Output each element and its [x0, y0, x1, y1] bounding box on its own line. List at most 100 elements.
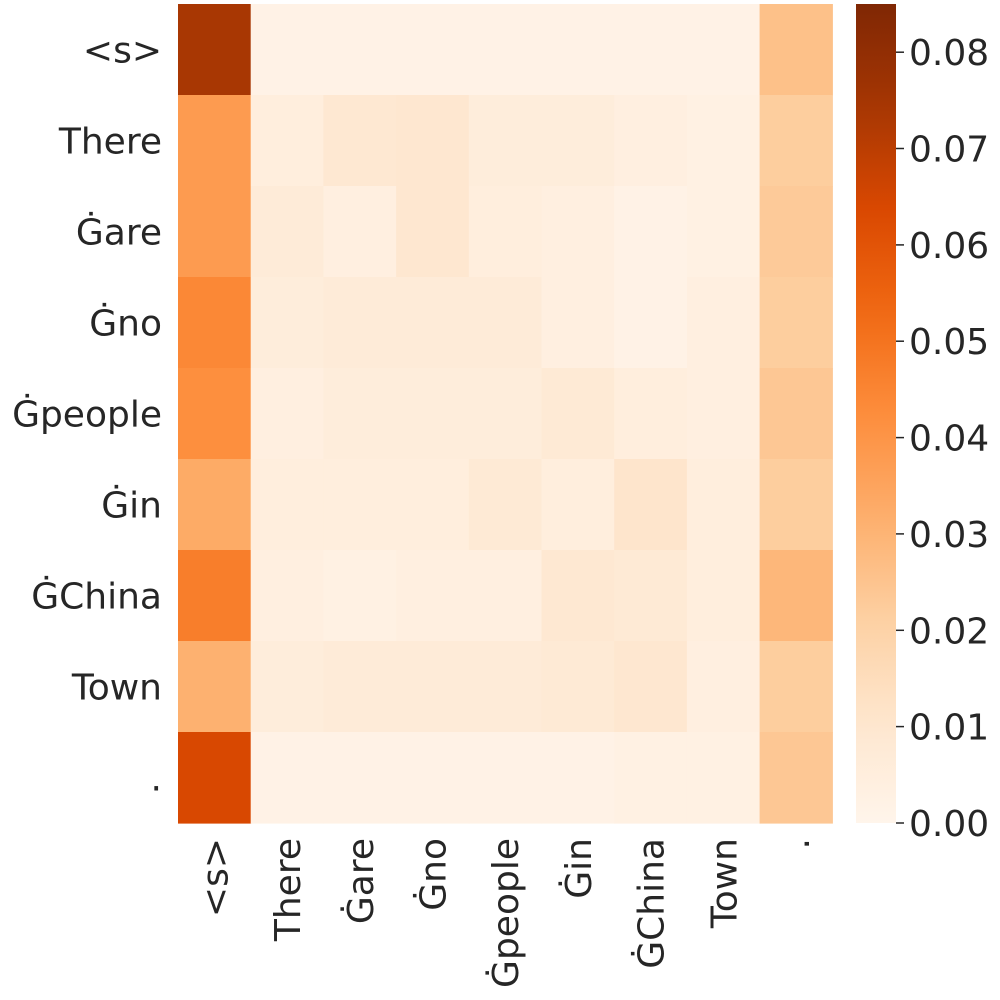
- heatmap-cell: [759, 277, 833, 369]
- heatmap-cell: [396, 95, 470, 187]
- colorbar-gradient: [856, 4, 896, 823]
- heatmap-cell: [686, 4, 761, 96]
- heatmap-cell: [468, 732, 543, 824]
- heatmap-cell: [686, 459, 761, 551]
- x-tick-label: <s>: [195, 838, 236, 917]
- heatmap-cell: [396, 186, 470, 278]
- heatmap-cell: [178, 186, 252, 278]
- heatmap-cell: [178, 4, 252, 96]
- y-tick-label: There: [58, 122, 162, 163]
- x-tick-label: There: [268, 838, 309, 942]
- colorbar-tick-label: 0.01: [909, 708, 989, 749]
- heatmap-cell: [759, 186, 833, 278]
- heatmap-cells: [178, 4, 833, 824]
- heatmap-cell: [614, 459, 688, 551]
- heatmap-cell: [686, 641, 761, 733]
- heatmap-cell: [323, 95, 397, 187]
- heatmap-cell: [178, 368, 252, 460]
- heatmap-cell: [323, 368, 397, 460]
- heatmap-cell: [323, 186, 397, 278]
- heatmap-cell: [250, 732, 324, 824]
- heatmap-cell: [396, 368, 470, 460]
- heatmap-cell: [178, 277, 252, 369]
- heatmap-cell: [468, 459, 543, 551]
- heatmap-cell: [759, 641, 833, 733]
- heatmap-cell: [250, 4, 324, 96]
- y-tick-label: ĠChina: [31, 576, 162, 618]
- heatmap-cell: [759, 550, 833, 642]
- heatmap-cell: [468, 641, 543, 733]
- heatmap-cell: [468, 186, 543, 278]
- heatmap-cell: [541, 732, 615, 824]
- heatmap-cell: [614, 95, 688, 187]
- heatmap-cell: [178, 641, 252, 733]
- y-tick-label: Ġpeople: [12, 394, 162, 436]
- colorbar-tick-label: 0.00: [909, 804, 989, 845]
- colorbar-tick-label: 0.08: [909, 33, 989, 74]
- heatmap-cell: [759, 459, 833, 551]
- heatmap-cell: [323, 277, 397, 369]
- x-tick-label: Ġin: [558, 838, 600, 899]
- heatmap-cell: [541, 186, 615, 278]
- heatmap-cell: [396, 459, 470, 551]
- heatmap-cell: [541, 4, 615, 96]
- heatmap-cell: [178, 459, 252, 551]
- heatmap-cell: [323, 459, 397, 551]
- heatmap-cell: [250, 95, 324, 187]
- heatmap-cell: [541, 277, 615, 369]
- x-tick-label: Ġno: [413, 838, 455, 911]
- heatmap-cell: [250, 368, 324, 460]
- heatmap-cell: [686, 550, 761, 642]
- heatmap-cell: [396, 550, 470, 642]
- heatmap-cell: [250, 459, 324, 551]
- heatmap-cell: [614, 368, 688, 460]
- heatmap-cell: [759, 368, 833, 460]
- heatmap-cell: [686, 186, 761, 278]
- heatmap-cell: [686, 277, 761, 369]
- colorbar-tick-label: 0.04: [909, 419, 989, 460]
- heatmap-cell: [614, 277, 688, 369]
- heatmap-cell: [178, 550, 252, 642]
- heatmap-cell: [541, 459, 615, 551]
- heatmap-cell: [541, 95, 615, 187]
- x-tick-labels: <s> There Ġare Ġno Ġpeople Ġin ĠChina Town.: [195, 838, 818, 988]
- heatmap-cell: [759, 732, 833, 824]
- heatmap-cell: [323, 4, 397, 96]
- heatmap-cell: [396, 277, 470, 369]
- heatmap-cell: [396, 732, 470, 824]
- heatmap-cell: [759, 4, 833, 96]
- colorbar-tick-label: 0.07: [909, 130, 989, 171]
- heatmap-cell: [178, 732, 252, 824]
- heatmap-cell: [396, 641, 470, 733]
- y-tick-label: Ġno: [89, 303, 162, 345]
- heatmap-cell: [614, 732, 688, 824]
- colorbar-tick-label: 0.03: [909, 515, 989, 556]
- y-tick-label: <s>: [83, 31, 162, 72]
- heatmap-cell: [686, 368, 761, 460]
- colorbar: 0.00 0.01 0.02 0.03 0.04 0.05 0.06 0.07 0.08: [856, 4, 989, 845]
- heatmap-cell: [614, 550, 688, 642]
- heatmap-cell: [614, 4, 688, 96]
- heatmap-cell: [468, 550, 543, 642]
- heatmap-cell: [323, 550, 397, 642]
- x-tick-label: .: [777, 838, 818, 849]
- y-tick-label: Ġare: [76, 212, 162, 254]
- heatmap-cell: [541, 368, 615, 460]
- heatmap-cell: [323, 732, 397, 824]
- y-tick-labels: <s> There Ġare Ġno Ġpeople Ġin ĠChina Town.: [12, 31, 162, 800]
- heatmap-cell: [250, 186, 324, 278]
- heatmap-cell: [396, 4, 470, 96]
- heatmap-cell: [468, 4, 543, 96]
- heatmap-cell: [541, 641, 615, 733]
- y-tick-label: Town: [71, 668, 162, 709]
- heatmap-cell: [323, 641, 397, 733]
- y-tick-label: .: [151, 759, 162, 800]
- colorbar-tick-label: 0.05: [909, 322, 989, 363]
- heatmap-cell: [759, 95, 833, 187]
- heatmap-cell: [686, 732, 761, 824]
- heatmap-cell: [178, 95, 252, 187]
- x-tick-label: ĠChina: [631, 838, 673, 969]
- heatmap-cell: [541, 550, 615, 642]
- heatmap-cell: [250, 277, 324, 369]
